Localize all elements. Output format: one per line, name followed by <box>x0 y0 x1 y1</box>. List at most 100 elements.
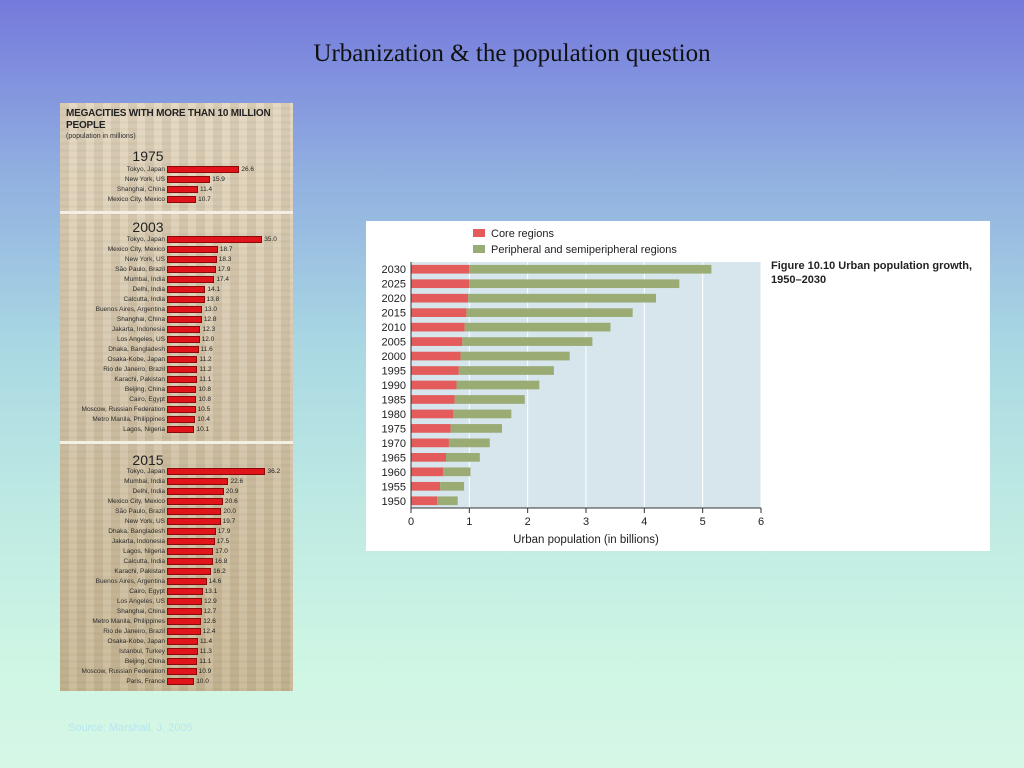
urban-population-figure: Core regions Peripheral and semiperiphera… <box>366 221 990 551</box>
city-row: Dhaka, Bangladesh 11.6 <box>60 345 293 355</box>
bar-peripheral <box>460 351 570 361</box>
bar-core <box>411 453 446 462</box>
city-bar <box>167 538 215 545</box>
city-row: Delhi, India 14.1 <box>60 285 293 295</box>
city-name: Lagos, Nigeria <box>123 426 165 433</box>
city-value-label: 10.8 <box>198 396 212 403</box>
legend-swatch <box>473 245 485 253</box>
city-bar <box>167 276 215 283</box>
bar-core <box>411 337 463 346</box>
city-bar <box>167 416 196 423</box>
city-bar <box>167 376 198 383</box>
city-name: Lagos, Nigeria <box>123 548 165 555</box>
city-row: Istanbul, Turkey 11.3 <box>60 647 293 657</box>
city-value-label: 12.7 <box>203 608 217 615</box>
figure-caption: Figure 10.10 Urban population growth, 19… <box>771 260 973 286</box>
x-tick-label: 1 <box>466 516 472 528</box>
city-bar <box>167 678 195 685</box>
city-value-label: 20.6 <box>225 498 238 505</box>
source-note: Source: Marshall, J. 2005 <box>68 722 193 734</box>
city-bar <box>167 426 195 433</box>
city-name: Tokyo, Japan <box>126 236 165 243</box>
bar-core <box>411 438 449 448</box>
megacities-panel: MEGACITIES WITH MORE THAN 10 MILLION PEO… <box>60 103 293 691</box>
city-bar <box>167 588 203 595</box>
y-tick-label: 2005 <box>382 337 406 349</box>
city-name: Los Angeles, US <box>116 336 165 343</box>
city-row: Tokyo, Japan 35.0 <box>60 235 293 245</box>
city-row: New York, US 15.9 <box>60 175 293 185</box>
city-row: São Paulo, Brazil 17.9 <box>60 265 293 275</box>
city-row: Shanghai, China 12.7 <box>60 607 293 617</box>
city-name: Cairo, Egypt <box>129 396 165 403</box>
bar-peripheral <box>453 409 512 419</box>
city-bar <box>167 166 240 173</box>
bar-core <box>411 322 465 332</box>
city-value-label: 13.8 <box>206 296 220 303</box>
city-value-label: 11.4 <box>200 186 213 193</box>
city-bar <box>167 176 211 183</box>
city-name: Delhi, India <box>132 286 165 293</box>
city-bar <box>167 558 213 565</box>
y-tick-label: 1955 <box>382 481 406 493</box>
city-row: Beijing, China 10.8 <box>60 385 293 395</box>
city-row: Mumbai, India 22.6 <box>60 477 293 487</box>
city-bar <box>167 386 197 393</box>
city-row: Jakarta, Indonesia 17.5 <box>60 537 293 547</box>
city-row: Moscow, Russian Federation 10.9 <box>60 667 293 677</box>
x-axis-title: Urban population (in billions) <box>513 534 659 546</box>
city-row: Los Angeles, US 12.9 <box>60 597 293 607</box>
city-row: Osaka-Kobe, Japan 11.4 <box>60 637 293 647</box>
bar-core <box>411 496 438 506</box>
city-value-label: 11.3 <box>199 648 212 655</box>
bar-core <box>411 366 459 375</box>
city-value-label: 12.4 <box>202 628 216 635</box>
y-tick-label: 1975 <box>382 423 406 435</box>
city-name: Metro Manila, Philippines <box>92 416 165 423</box>
x-tick-label: 5 <box>700 516 706 528</box>
y-tick-label: 1970 <box>382 438 406 450</box>
city-name: Moscow, Russian Federation <box>81 668 165 675</box>
city-value-label: 20.0 <box>223 508 237 515</box>
city-value-label: 14.6 <box>208 578 222 585</box>
bar-peripheral <box>450 424 502 433</box>
y-tick-label: 2015 <box>382 308 406 320</box>
legend-label: Core regions <box>491 228 554 240</box>
bar-peripheral <box>443 467 471 477</box>
megacities-subheading: (population in millions) <box>66 133 136 140</box>
y-tick-label: 1985 <box>382 394 406 406</box>
city-bar <box>167 196 197 203</box>
city-bar <box>167 296 205 303</box>
y-tick-label: 1950 <box>382 496 406 508</box>
city-row: Paris, France 10.0 <box>60 677 293 687</box>
city-bar <box>167 346 199 353</box>
y-tick-label: 2000 <box>382 351 406 363</box>
city-row: Jakarta, Indonesia 12.3 <box>60 325 293 335</box>
city-bar <box>167 568 212 575</box>
bar-core <box>411 293 469 303</box>
city-row: Cairo, Egypt 13.1 <box>60 587 293 597</box>
city-value-label: 22.6 <box>230 478 244 485</box>
bar-core <box>411 279 470 289</box>
city-bar <box>167 478 229 485</box>
city-bar <box>167 286 206 293</box>
bar-peripheral <box>437 496 458 506</box>
city-name: Delhi, India <box>132 488 165 495</box>
city-value-label: 11.2 <box>199 356 212 363</box>
city-name: Cairo, Egypt <box>129 588 165 595</box>
city-row: Cairo, Egypt 10.8 <box>60 395 293 405</box>
legend-swatch <box>473 229 485 237</box>
city-bar <box>167 608 202 615</box>
city-name: Istanbul, Turkey <box>119 648 165 655</box>
city-value-label: 11.1 <box>199 658 212 665</box>
city-value-label: 14.1 <box>207 286 220 293</box>
city-row: New York, US 18.3 <box>60 255 293 265</box>
y-tick-label: 1980 <box>382 409 406 421</box>
city-bar <box>167 366 198 373</box>
city-name: Mexico City, Mexico <box>107 498 165 505</box>
city-name: Mexico City, Mexico <box>107 246 165 253</box>
y-tick-label: 1960 <box>382 467 406 479</box>
bar-core <box>411 380 457 390</box>
city-name: São Paulo, Brazil <box>115 508 165 515</box>
city-bar <box>167 246 218 253</box>
